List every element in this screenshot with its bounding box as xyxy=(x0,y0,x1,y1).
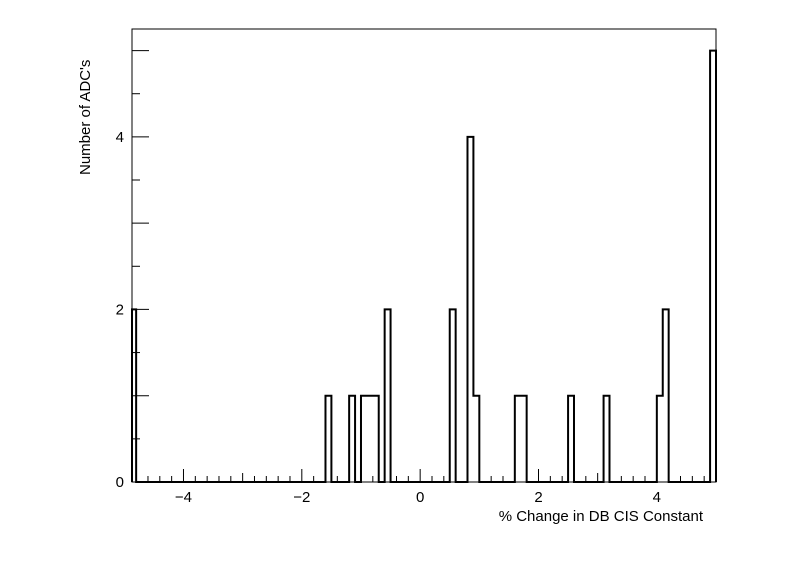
x-axis-ticks: −4 −2 0 2 4 xyxy=(135,469,717,506)
histogram-outline xyxy=(131,49,717,483)
x-tick-label: −4 xyxy=(175,489,192,506)
plot-frame xyxy=(131,28,717,483)
x-tick-label: 4 xyxy=(653,489,661,506)
histogram-bars xyxy=(132,51,716,482)
y-axis-ticks: 0 2 4 xyxy=(116,50,149,491)
y-tick-label: 4 xyxy=(116,129,124,146)
x-tick-label: 2 xyxy=(534,489,542,506)
y-axis-title: Number of ADC's xyxy=(77,60,94,175)
y-tick-label: 2 xyxy=(116,301,124,318)
x-tick-label: −2 xyxy=(293,489,310,506)
histogram-bar xyxy=(367,396,373,482)
x-axis-title: % Change in DB CIS Constant xyxy=(499,508,704,525)
y-tick-label: 0 xyxy=(116,474,124,491)
x-tick-label: 0 xyxy=(416,489,424,506)
